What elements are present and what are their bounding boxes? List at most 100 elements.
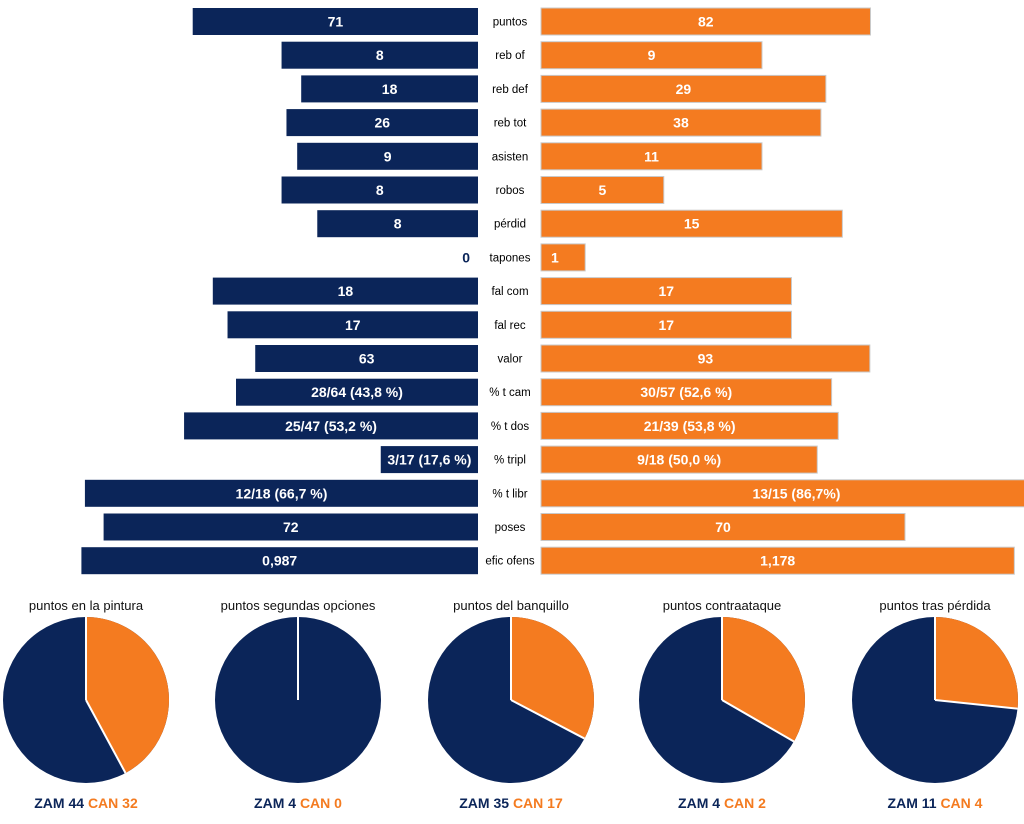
category-label-16: efic ofens — [485, 556, 534, 568]
category-label-15: poses — [495, 522, 526, 534]
bar-zam-15 — [103, 513, 478, 541]
bar-zam-6 — [317, 210, 478, 238]
pie-slice-can-3 — [722, 617, 805, 742]
bar-zam-1 — [281, 41, 478, 69]
label-can-12: 21/39 (53,8 %) — [644, 418, 736, 434]
category-label-9: fal rec — [494, 320, 526, 332]
bar-can-4 — [540, 142, 763, 171]
pie-slice-can-0 — [86, 617, 169, 773]
label-zam-10: 63 — [359, 351, 375, 367]
label-can-10: 93 — [698, 351, 714, 367]
pie-chart-0 — [3, 617, 169, 783]
label-can-14: 13/15 (86,7%) — [752, 485, 840, 501]
label-zam-16: 0,987 — [262, 553, 297, 569]
pie-title-4: puntos tras pérdida — [879, 598, 991, 613]
label-can-9: 17 — [658, 317, 674, 333]
label-zam-13: 3/17 (17,6 %) — [387, 452, 471, 468]
category-label-12: % t dos — [491, 421, 530, 433]
bar-zam-12 — [184, 412, 478, 440]
bar-zam-3 — [286, 109, 478, 137]
label-zam-9: 17 — [345, 317, 361, 333]
label-zam-3: 26 — [374, 115, 390, 131]
bar-zam-0 — [192, 8, 478, 35]
bar-can-13 — [540, 445, 818, 474]
label-can-7: 1 — [551, 249, 559, 265]
pie-chart-2 — [428, 617, 594, 783]
label-can-1: 9 — [648, 47, 656, 63]
label-can-2: 29 — [676, 81, 692, 97]
pie-chart-1 — [215, 617, 381, 783]
bar-can-16 — [540, 546, 1015, 575]
pie-title-3: puntos contraataque — [662, 598, 782, 613]
bar-can-1 — [540, 41, 763, 70]
label-zam-11: 28/64 (43,8 %) — [311, 384, 403, 400]
pie-footer-4: ZAM 11 CAN 4 — [835, 795, 1024, 811]
category-label-5: robos — [496, 185, 525, 197]
bar-zam-16 — [81, 547, 478, 575]
label-zam-14: 12/18 (66,7 %) — [236, 485, 328, 501]
label-can-0: 82 — [698, 14, 714, 30]
pie-footer-zam: ZAM 11 — [887, 795, 941, 811]
pie-footer-can: CAN 32 — [87, 795, 138, 811]
label-zam-5: 8 — [376, 182, 384, 198]
pie-slice-can-4 — [935, 617, 1018, 709]
category-label-8: fal com — [491, 286, 528, 298]
pie-slice-can-2 — [511, 617, 594, 739]
pie-title-1: puntos segundas opciones — [220, 598, 376, 613]
label-can-15: 70 — [715, 519, 731, 535]
pie-footer-can: CAN 2 — [723, 795, 766, 811]
bar-can-5 — [540, 176, 665, 204]
label-can-16: 1,178 — [760, 553, 795, 569]
label-can-8: 17 — [658, 283, 674, 299]
label-zam-15: 72 — [283, 519, 299, 535]
label-can-4: 11 — [644, 148, 659, 164]
bar-can-10 — [540, 344, 871, 373]
category-label-10: valor — [498, 354, 523, 366]
bar-zam-11 — [236, 378, 478, 406]
pie-footer-zam: ZAM 4 — [678, 795, 724, 811]
bar-can-7 — [540, 243, 586, 272]
pie-footer-2: ZAM 35 CAN 17 — [411, 795, 611, 811]
bar-can-9 — [540, 310, 792, 339]
bar-zam-8 — [212, 277, 479, 305]
pie-separator — [934, 699, 1018, 710]
label-zam-6: 8 — [394, 216, 402, 232]
category-label-13: % tripl — [494, 455, 526, 467]
pie-footer-0: ZAM 44 CAN 32 — [0, 795, 186, 811]
bar-can-14 — [540, 479, 1024, 508]
bar-can-15 — [540, 513, 906, 541]
label-zam-8: 18 — [338, 283, 354, 299]
pie-chart-3 — [639, 617, 805, 783]
label-zam-12: 25/47 (53,2 %) — [285, 418, 377, 434]
pie-footer-can: CAN 17 — [512, 795, 563, 811]
label-zam-4: 9 — [384, 148, 392, 164]
pie-title-0: puntos en la pintura — [28, 598, 144, 613]
bar-zam-14 — [84, 479, 478, 507]
bar-zam-13 — [380, 446, 478, 474]
category-label-14: % t libr — [492, 488, 527, 500]
bar-can-12 — [540, 411, 839, 440]
pie-footer-can: CAN 4 — [940, 795, 983, 811]
category-label-2: reb def — [492, 84, 529, 96]
label-zam-2: 18 — [382, 81, 398, 97]
bar-zam-9 — [227, 311, 478, 339]
label-zam-7: 0 — [462, 249, 470, 265]
bar-zam-5 — [281, 176, 478, 204]
bar-can-6 — [540, 209, 843, 238]
label-can-11: 30/57 (52,6 %) — [640, 384, 732, 400]
category-label-3: reb tot — [494, 118, 527, 130]
label-can-3: 38 — [673, 115, 689, 131]
category-label-0: puntos — [493, 17, 528, 29]
bar-zam-10 — [255, 345, 478, 372]
bar-can-0 — [540, 7, 871, 36]
pie-footer-zam: ZAM 4 — [254, 795, 300, 811]
bar-can-8 — [540, 277, 792, 306]
bar-can-11 — [540, 378, 833, 407]
pie-separator — [85, 699, 127, 774]
pie-footer-can: CAN 0 — [299, 795, 342, 811]
pie-separator — [510, 699, 585, 740]
category-label-4: asisten — [492, 151, 528, 163]
category-label-7: tapones — [490, 252, 531, 264]
category-label-6: pérdid — [494, 219, 526, 231]
